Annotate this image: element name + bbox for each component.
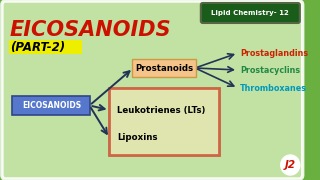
FancyBboxPatch shape <box>9 40 82 54</box>
Circle shape <box>281 155 300 175</box>
FancyBboxPatch shape <box>2 1 303 179</box>
Text: Lipid Chemistry- 12: Lipid Chemistry- 12 <box>212 10 289 16</box>
FancyBboxPatch shape <box>201 3 300 23</box>
Text: J2: J2 <box>285 160 296 170</box>
Text: EICOSANOIDS: EICOSANOIDS <box>10 20 171 40</box>
Text: Leukotrienes (LTs): Leukotrienes (LTs) <box>117 105 205 114</box>
Text: EICOSANOIDS: EICOSANOIDS <box>22 101 81 110</box>
Text: Prostaglandins: Prostaglandins <box>240 48 308 57</box>
Text: Prostacyclins: Prostacyclins <box>240 66 300 75</box>
Text: Thromboxanes: Thromboxanes <box>240 84 307 93</box>
Text: (PART-2): (PART-2) <box>11 40 66 53</box>
Text: Prostanoids: Prostanoids <box>135 64 193 73</box>
Text: Lipoxins: Lipoxins <box>117 134 157 143</box>
FancyBboxPatch shape <box>132 59 196 77</box>
FancyBboxPatch shape <box>109 88 219 155</box>
FancyBboxPatch shape <box>12 96 91 115</box>
